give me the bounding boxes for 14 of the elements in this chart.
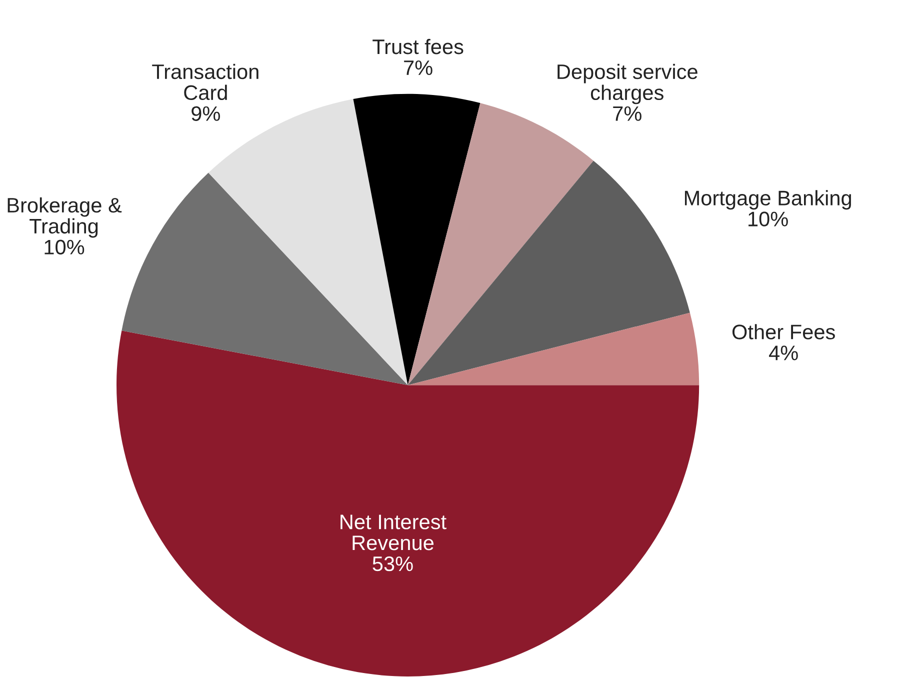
data-label: 10% [748,212,788,226]
slice-label: Transaction Card [152,64,258,100]
slice-label: Deposit service charges [558,64,698,104]
data-label: 7% [613,106,642,121]
slice-label: Brokerage & Trading [8,197,122,238]
data-label: 4% [769,346,798,360]
slice-label: Net Interest Revenue [340,514,446,550]
data-label: 9% [192,106,220,121]
data-label: 53% [372,556,413,572]
slice-label: Trust fees [372,38,464,54]
slice-label: Other Fees [732,324,835,340]
data-label: 7% [404,60,432,76]
data-label: 10% [44,240,84,255]
slice-label: Mortgage Banking [684,190,852,210]
